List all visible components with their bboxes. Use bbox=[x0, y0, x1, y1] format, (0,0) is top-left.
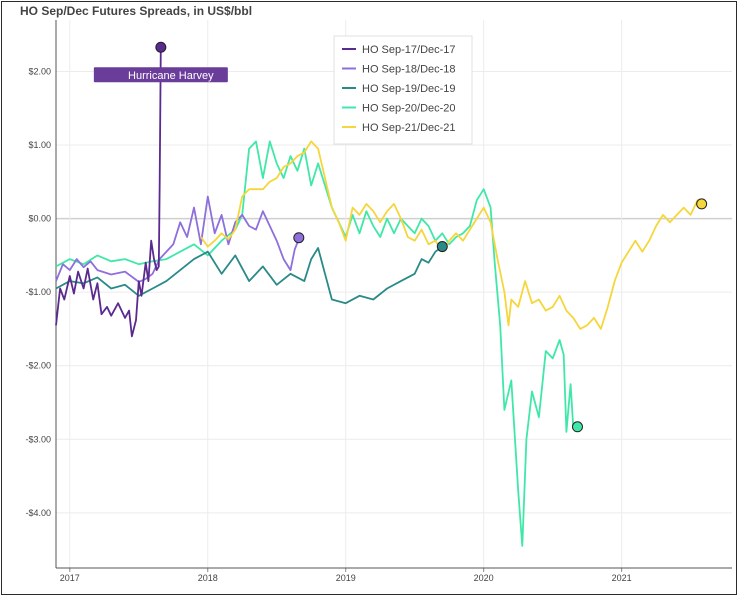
y-tick-label: -$2.00 bbox=[25, 361, 51, 371]
series-end-marker bbox=[293, 232, 305, 244]
grid-lines bbox=[56, 20, 732, 568]
legend-box bbox=[333, 35, 473, 145]
legend-label: HO Sep-19/Dec-19 bbox=[362, 83, 456, 95]
series-end-marker bbox=[436, 241, 448, 253]
annotations-layer: Hurricane Harvey bbox=[93, 67, 228, 83]
series-line bbox=[55, 47, 162, 338]
series-end-marker bbox=[696, 198, 708, 210]
legend-label: HO Sep-20/Dec-20 bbox=[362, 103, 456, 115]
annotation-text: Hurricane Harvey bbox=[128, 70, 214, 82]
y-tick-label: $2.00 bbox=[28, 66, 51, 76]
x-tick-label: 2017 bbox=[60, 573, 80, 583]
x-tick-label: 2020 bbox=[474, 573, 494, 583]
series-line bbox=[55, 245, 443, 305]
chart-title: HO Sep/Dec Futures Spreads, in US$/bbl bbox=[20, 4, 253, 18]
x-tick-label: 2019 bbox=[336, 573, 356, 583]
series-line bbox=[55, 195, 300, 283]
annotation-box bbox=[93, 67, 228, 83]
series-end-marker bbox=[571, 421, 583, 433]
series-line bbox=[55, 140, 578, 547]
y-tick-label: -$1.00 bbox=[25, 287, 51, 297]
end-markers bbox=[155, 41, 708, 433]
y-tick-label: -$4.00 bbox=[25, 508, 51, 518]
y-tick-label: $0.00 bbox=[28, 214, 51, 224]
legend-label: HO Sep-18/Dec-18 bbox=[362, 64, 456, 76]
x-tick-label: 2018 bbox=[198, 573, 218, 583]
axes: $2.00 $1.00 $0.00 -$1.00 -$2.00 -$3.00 -$4.00 2… bbox=[25, 20, 732, 583]
series-end-marker bbox=[155, 41, 167, 53]
x-tick-label: 2021 bbox=[612, 573, 632, 583]
y-tick-label: $1.00 bbox=[28, 140, 51, 150]
series-line bbox=[200, 140, 703, 330]
legend-label: HO Sep-17/Dec-17 bbox=[362, 44, 456, 56]
legend-label: HO Sep-21/Dec-21 bbox=[362, 122, 456, 134]
series-layer bbox=[55, 47, 703, 547]
legend: HO Sep-17/Dec-17 HO Sep-18/Dec-18 HO Sep-1… bbox=[333, 35, 473, 145]
y-tick-label: -$3.00 bbox=[25, 434, 51, 444]
